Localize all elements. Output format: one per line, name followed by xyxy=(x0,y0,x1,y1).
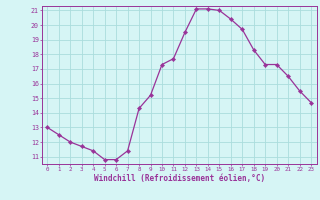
X-axis label: Windchill (Refroidissement éolien,°C): Windchill (Refroidissement éolien,°C) xyxy=(94,174,265,183)
